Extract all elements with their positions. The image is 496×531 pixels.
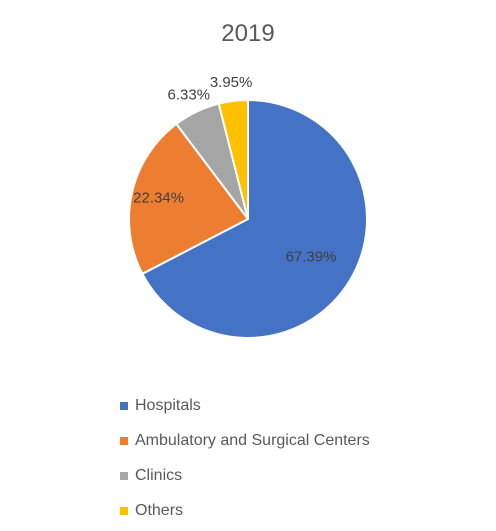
legend-label-clinics: Clinics xyxy=(135,466,183,484)
legend-swatch-clinics xyxy=(120,471,128,480)
pie-slice-others xyxy=(217,99,249,220)
data-label-ambulatory-and-surgical-centers: 22.34% xyxy=(133,190,184,207)
pie-slice-hospitals xyxy=(141,99,368,339)
legend-item-clinics: Clinics xyxy=(120,458,370,493)
legend-swatch-hospitals xyxy=(120,401,128,410)
data-label-hospitals: 67.39% xyxy=(286,248,337,265)
legend-label-hospitals: Hospitals xyxy=(135,396,201,414)
pie-slice-ambulatory-and-surgical-centers xyxy=(128,122,249,275)
legend-item-others: Others xyxy=(120,493,370,528)
legend-swatch-ambulatory-and-surgical-centers xyxy=(120,436,128,445)
legend-swatch-others xyxy=(120,506,128,515)
data-label-clinics: 6.33% xyxy=(168,87,211,104)
legend-item-ambulatory-and-surgical-centers: Ambulatory and Surgical Centers xyxy=(120,423,370,458)
chart-title: 2019 xyxy=(221,20,275,47)
data-label-others: 3.95% xyxy=(210,74,253,91)
legend-label-others: Others xyxy=(135,501,184,519)
pie-chart: 67.39% 22.34% 6.33%3.95% xyxy=(128,74,368,339)
legend-label-ambulatory-and-surgical-centers: Ambulatory and Surgical Centers xyxy=(135,431,370,449)
chart-legend: Hospitals Ambulatory and Surgical Centers… xyxy=(120,388,370,528)
legend-item-hospitals: Hospitals xyxy=(120,388,370,423)
